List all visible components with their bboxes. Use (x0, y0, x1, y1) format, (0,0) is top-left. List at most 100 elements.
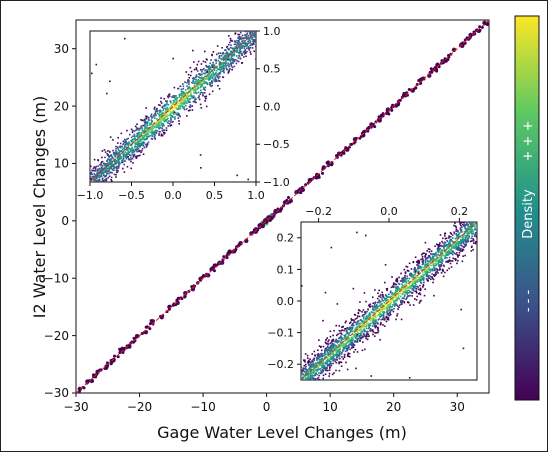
inset-point (198, 61, 200, 63)
inset-point (154, 134, 156, 136)
inset-point (110, 161, 112, 163)
inset-point (374, 289, 376, 291)
main-y-tick-label: −30 (44, 386, 69, 400)
inset-point (234, 40, 236, 42)
inset-point (201, 84, 203, 86)
inset-point (448, 250, 450, 252)
inset-point (211, 85, 213, 87)
inset-point (215, 79, 217, 81)
inset-point (211, 54, 213, 56)
inset-point (175, 95, 177, 97)
inset-point (154, 138, 156, 140)
inset-point (327, 360, 329, 362)
inset-point (435, 265, 437, 267)
data-point (486, 23, 489, 26)
inset-point (158, 128, 160, 130)
inset-point (149, 135, 151, 137)
inset-point (473, 242, 475, 244)
inset-point (402, 293, 404, 295)
inset-point (159, 131, 161, 133)
inset1-y-tick-label: 0.0 (263, 100, 281, 113)
inset-point (438, 250, 440, 252)
inset-point (444, 235, 446, 237)
inset-point (170, 117, 172, 119)
inset-point (201, 77, 203, 79)
inset-point (349, 341, 351, 343)
inset-point (119, 146, 121, 148)
inset-point (73, 170, 75, 172)
inset-point (467, 235, 469, 237)
inset-point (107, 158, 109, 160)
inset-point (372, 305, 374, 307)
inset-point (172, 121, 174, 123)
inset-point (227, 46, 229, 48)
inset-point (209, 67, 211, 69)
inset-point (411, 292, 413, 294)
inset-point (364, 335, 366, 337)
inset-point (246, 36, 248, 38)
inset-point (145, 115, 147, 117)
inset-point (199, 99, 201, 101)
inset-point (158, 122, 160, 124)
inset-point (106, 180, 108, 182)
inset-point (214, 81, 216, 83)
inset-point (234, 66, 236, 68)
inset-point (157, 110, 159, 112)
inset-point (339, 351, 341, 353)
inset-point (114, 174, 116, 176)
inset-point (102, 172, 104, 174)
inset-point (332, 360, 334, 362)
inset-point (200, 154, 202, 156)
inset-point (427, 261, 429, 263)
inset-point (154, 136, 156, 138)
inset-point (206, 59, 208, 61)
inset-point (357, 351, 359, 353)
inset-point (230, 51, 232, 53)
inset-point (472, 233, 474, 235)
inset-point (377, 292, 379, 294)
inset-point (189, 98, 191, 100)
inset-point (207, 69, 209, 71)
inset-point (167, 125, 169, 127)
inset-point (494, 236, 496, 238)
inset-point (199, 80, 201, 82)
inset-point (182, 100, 184, 102)
inset-point (138, 144, 140, 146)
inset-point (180, 105, 182, 107)
inset-point (128, 143, 130, 145)
inset-point (101, 161, 103, 163)
inset-point (170, 100, 172, 102)
inset-point (475, 233, 477, 235)
inset-point (469, 236, 471, 238)
inset-point (192, 78, 194, 80)
inset-point (303, 365, 305, 367)
inset-point (189, 106, 191, 108)
inset-point (128, 151, 130, 153)
inset-point (197, 64, 199, 66)
inset-point (307, 378, 309, 380)
inset-point (452, 260, 454, 262)
inset-point (117, 142, 119, 144)
inset-point (182, 83, 184, 85)
inset-point (163, 125, 165, 127)
inset-point (161, 133, 163, 135)
inset-point (411, 268, 413, 270)
inset-point (121, 133, 123, 135)
inset-point (311, 366, 313, 368)
inset-point (125, 146, 127, 148)
inset-point (404, 294, 406, 296)
inset-point (462, 250, 464, 252)
inset-point (397, 308, 399, 310)
inset-point (195, 87, 197, 89)
inset-point (335, 325, 337, 327)
inset-point (305, 372, 307, 374)
data-point (287, 196, 290, 199)
inset-point (234, 44, 236, 46)
inset-point (460, 248, 462, 250)
inset-point (116, 166, 118, 168)
inset-point (372, 325, 374, 327)
inset-point (357, 315, 359, 317)
inset-point (193, 90, 195, 92)
inset-point (176, 97, 178, 99)
inset-point (145, 107, 147, 109)
